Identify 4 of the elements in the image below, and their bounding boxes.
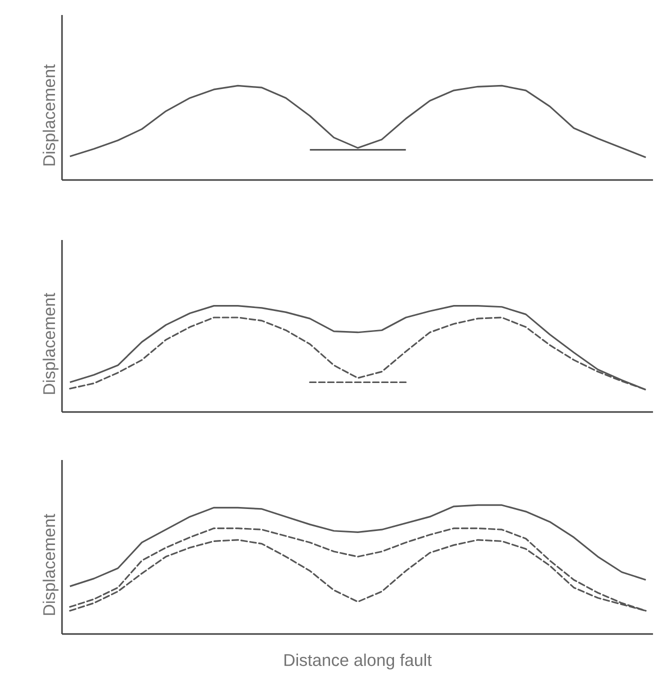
x-axis-title: Distance along fault	[284, 654, 432, 670]
y-axis-title: Displacement	[42, 514, 58, 615]
y-axis-title: Displacement	[42, 64, 58, 166]
y-axis-title: Displacement	[42, 292, 58, 394]
